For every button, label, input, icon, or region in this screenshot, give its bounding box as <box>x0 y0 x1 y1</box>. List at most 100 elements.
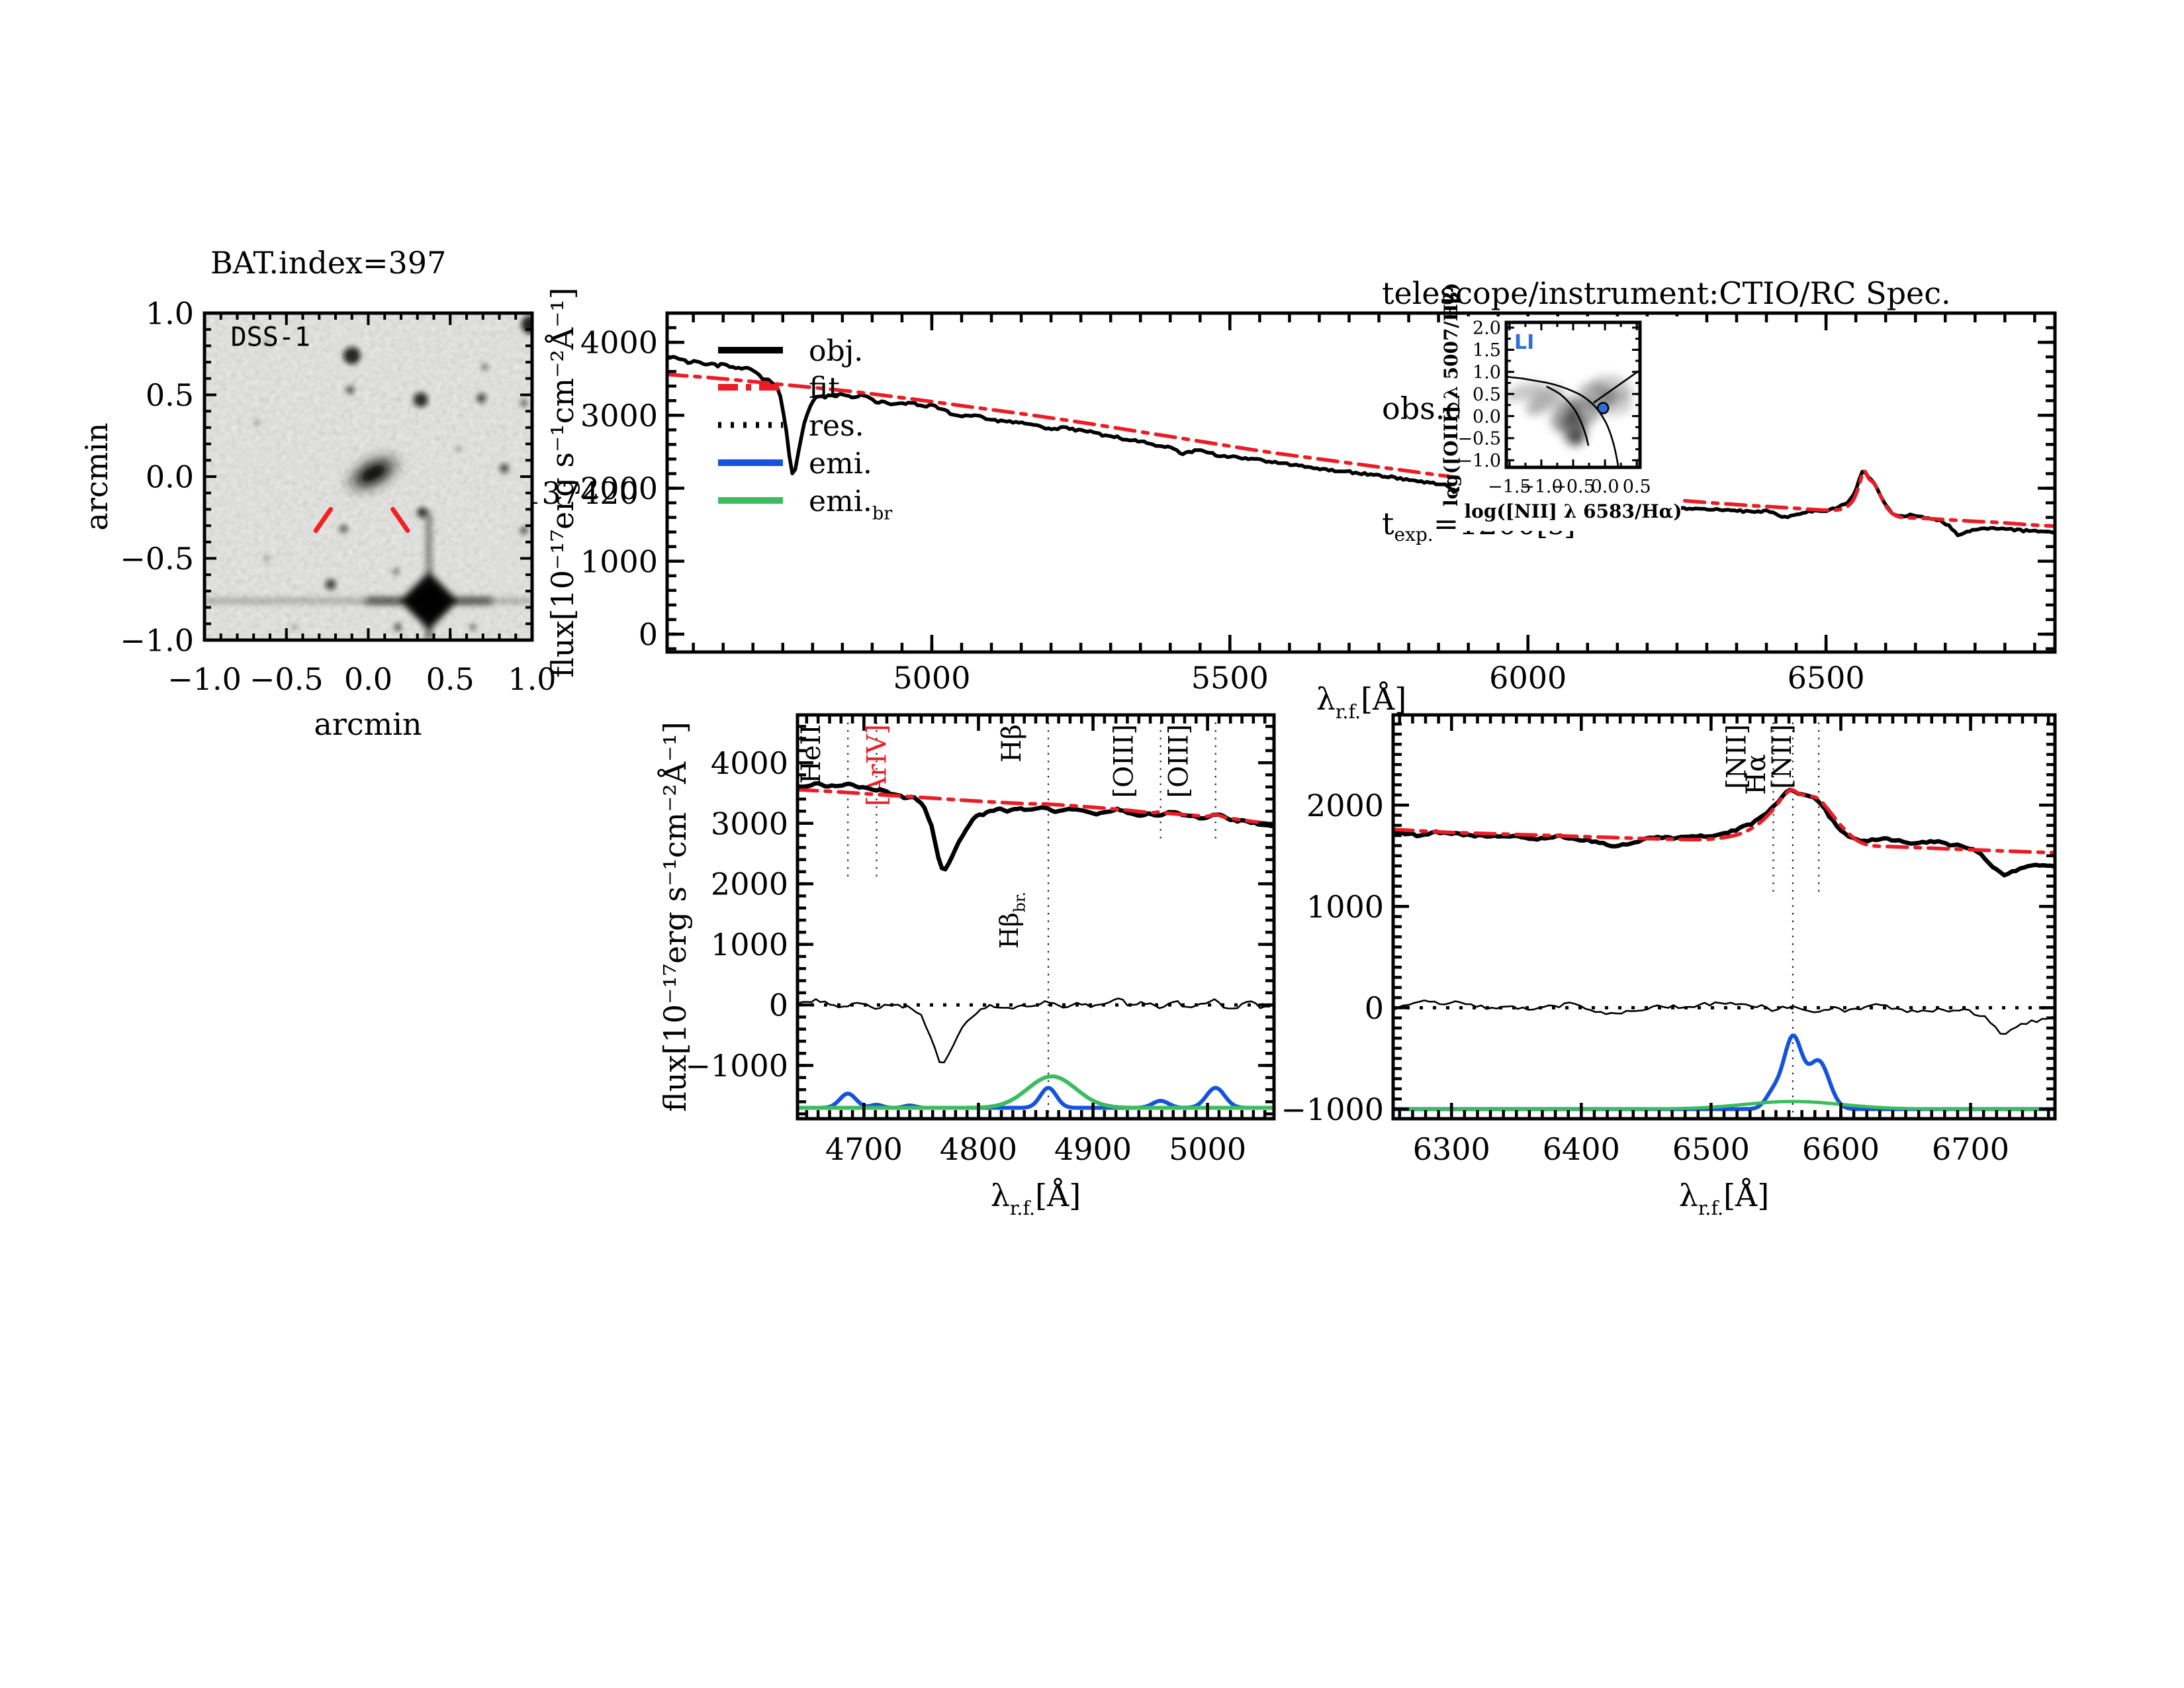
text-part: −0.5 <box>1551 477 1595 497</box>
x-tick-label: −0.5 <box>250 661 324 697</box>
series-emi-line <box>1393 1033 2055 1111</box>
text-part: 0.0 <box>1591 477 1619 497</box>
emission-line-label: Hβ <box>997 724 1027 763</box>
text-part: flux[10⁻¹⁷erg s⁻¹cm⁻²Å⁻¹] <box>657 722 693 1112</box>
dss-star <box>499 463 509 473</box>
text-part: log([OIII] λ 5007/Hβ) <box>1440 283 1462 506</box>
dss-star <box>340 525 348 534</box>
target-marker <box>313 506 334 534</box>
text-part: −0.5 <box>250 661 324 697</box>
x-tick-label: 0.5 <box>1623 477 1651 497</box>
text-part: [Å] <box>1361 680 1406 717</box>
panel-frame <box>1504 320 1642 469</box>
y-axis-label: flux[10⁻¹⁷erg s⁻¹cm⁻²Å⁻¹] <box>657 722 693 1112</box>
target-marker <box>390 506 410 534</box>
dss-star <box>520 526 528 535</box>
y-tick-label: −0.5 <box>1457 429 1501 449</box>
bright-star-group <box>205 512 532 640</box>
bpt-x-axis-label: log([NII] λ 6583/Hα) <box>1465 500 1682 522</box>
x-axis-label: λr.f.[Å] <box>1316 680 1406 723</box>
text-part: fit <box>809 371 840 405</box>
y-tick-label: 2.0 <box>1473 318 1501 339</box>
text-part: 6300 <box>1413 1131 1490 1167</box>
legend-label: fit <box>809 371 840 405</box>
text-part: 5500 <box>1191 660 1269 696</box>
legend-label: emi. <box>809 447 872 481</box>
text-part: 0.0 <box>1473 406 1501 427</box>
text-part: λ <box>1679 1178 1698 1213</box>
panel-frame <box>1391 713 2057 1121</box>
dss-star <box>455 446 461 452</box>
telescope-instrument: telescope/instrument:CTIO/RC Spec. <box>1382 275 1951 311</box>
text-part: [Å] <box>1723 1177 1769 1213</box>
observation-info-block: telescope/instrument:CTIO/RC Spec. obs.d… <box>1382 197 1951 631</box>
emission-line-label: [NII] <box>1722 724 1752 789</box>
dss-star <box>292 624 298 630</box>
text-part: −1000 <box>1281 1092 1384 1127</box>
bpt-curve-seyfert_liner_division <box>1593 370 1639 404</box>
text-part: 2000 <box>580 471 658 506</box>
text-part: −0.5 <box>120 541 194 577</box>
x-tick-label: 5500 <box>1191 660 1269 696</box>
text-part: λ <box>991 1178 1010 1213</box>
panel-frame <box>796 713 1276 1121</box>
x-axis-label: λr.f.[Å] <box>991 1177 1081 1219</box>
y-tick-label: 0 <box>1365 990 1384 1026</box>
x-tick-label: 4700 <box>825 1131 903 1167</box>
y-tick-label: 4000 <box>711 745 788 781</box>
emission-line-label: [OIII] <box>1164 724 1195 798</box>
halpha-panel: [NII]Hα[NII] 6300 6400 6500 6600 6700 −1000 0 10… <box>1281 713 2057 1219</box>
dss-star <box>325 579 336 590</box>
y-tick-label: 1.5 <box>1473 340 1501 361</box>
density-blob <box>1526 386 1563 416</box>
panel-frame <box>203 311 534 642</box>
text-part: −1000 <box>685 1048 788 1084</box>
text-part: −1.5 <box>1488 477 1531 497</box>
dss-star <box>346 386 355 395</box>
text-part: 4000 <box>580 325 658 361</box>
y-tick-label: 0.0 <box>146 459 194 495</box>
y-tick-label: 1.0 <box>146 296 194 332</box>
text-part: −1.0 <box>167 661 242 697</box>
x-tick-label: 1.0 <box>508 661 556 697</box>
dss-x-axis-label: arcmin <box>314 706 422 742</box>
y-tick-label: −1000 <box>685 1048 788 1084</box>
emission-line-label: Hα <box>1741 754 1772 795</box>
text-part: −1.0 <box>1520 477 1563 497</box>
text-part: 0 <box>639 617 658 653</box>
text-part: 2000 <box>711 867 788 902</box>
text-part: 0.0 <box>344 661 392 697</box>
text-part: 2000 <box>1306 788 1384 823</box>
x-tick-label: 4900 <box>1054 1131 1132 1167</box>
series-fit-line <box>797 788 1274 825</box>
text-part: Hβ <box>997 724 1027 763</box>
text-part: Hβ <box>995 912 1024 949</box>
y-tick-label: 1000 <box>580 543 658 579</box>
text-part: 0.5 <box>1623 477 1651 497</box>
series-emi-line <box>797 1086 1274 1110</box>
dss-star <box>392 568 400 575</box>
text-part: 1.0 <box>1473 363 1501 383</box>
x-tick-label: 4800 <box>940 1131 1017 1167</box>
text-part: 6400 <box>1543 1131 1620 1167</box>
text-part: res. <box>809 409 864 443</box>
galaxy-group <box>346 454 400 492</box>
text-part: λ <box>1316 681 1336 717</box>
text-part: 6500 <box>1788 660 1865 696</box>
series-fit-line <box>1393 788 2055 855</box>
x-tick-label: 0.0 <box>1591 477 1619 497</box>
text-part: br. <box>1011 892 1029 912</box>
text-part: 1000 <box>580 543 658 579</box>
legend-label: obj. <box>809 334 863 368</box>
y-tick-label: 1000 <box>1306 889 1384 925</box>
y-tick-label: 0.5 <box>1473 385 1501 405</box>
text-part: 0 <box>1365 990 1384 1026</box>
series-emi_br-line <box>1393 1100 2055 1111</box>
y-tick-label: 2000 <box>711 867 788 902</box>
texp-base: t <box>1382 506 1394 541</box>
y-tick-label: 0 <box>769 988 788 1023</box>
y-tick-label: −0.5 <box>120 541 194 577</box>
x-tick-label: 6500 <box>1672 1131 1750 1167</box>
x-tick-label: 0.0 <box>344 661 392 697</box>
hbeta-plot-area: HeII [ArIV] Hβ [OIII] [OIII]Hβbr. <box>797 715 1274 1119</box>
